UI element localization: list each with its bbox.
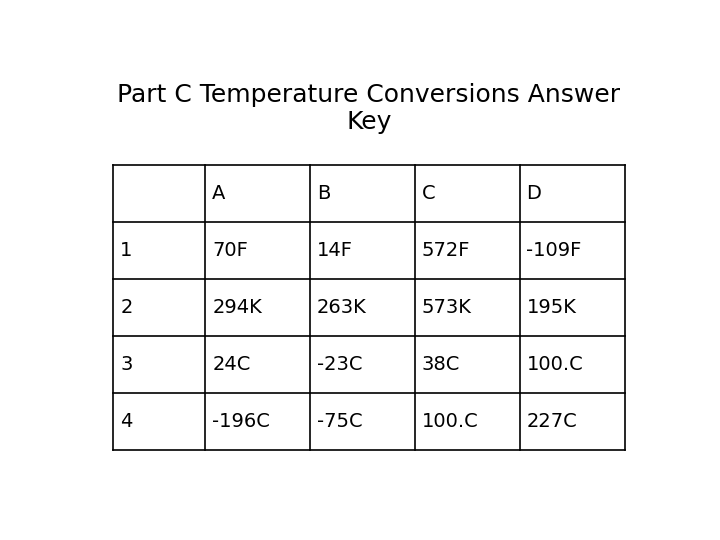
Text: 2: 2 <box>120 298 132 317</box>
Text: 573K: 573K <box>422 298 472 317</box>
Text: A: A <box>212 184 225 204</box>
Text: -23C: -23C <box>317 355 362 374</box>
Text: 38C: 38C <box>422 355 460 374</box>
Text: -75C: -75C <box>317 412 363 431</box>
Text: D: D <box>526 184 541 204</box>
Text: -109F: -109F <box>526 241 582 260</box>
Text: 1: 1 <box>120 241 132 260</box>
Text: 100.C: 100.C <box>422 412 479 431</box>
Text: 294K: 294K <box>212 298 262 317</box>
Text: 4: 4 <box>120 412 132 431</box>
Text: 24C: 24C <box>212 355 251 374</box>
Text: Part C Temperature Conversions Answer
Key: Part C Temperature Conversions Answer Ke… <box>117 83 621 134</box>
Text: 70F: 70F <box>212 241 248 260</box>
Text: 100.C: 100.C <box>526 355 583 374</box>
Text: 263K: 263K <box>317 298 366 317</box>
Text: 227C: 227C <box>526 412 577 431</box>
Text: 572F: 572F <box>422 241 470 260</box>
Text: 3: 3 <box>120 355 132 374</box>
Text: 195K: 195K <box>526 298 576 317</box>
Text: 14F: 14F <box>317 241 353 260</box>
Text: B: B <box>317 184 330 204</box>
Text: C: C <box>422 184 436 204</box>
Text: -196C: -196C <box>212 412 270 431</box>
